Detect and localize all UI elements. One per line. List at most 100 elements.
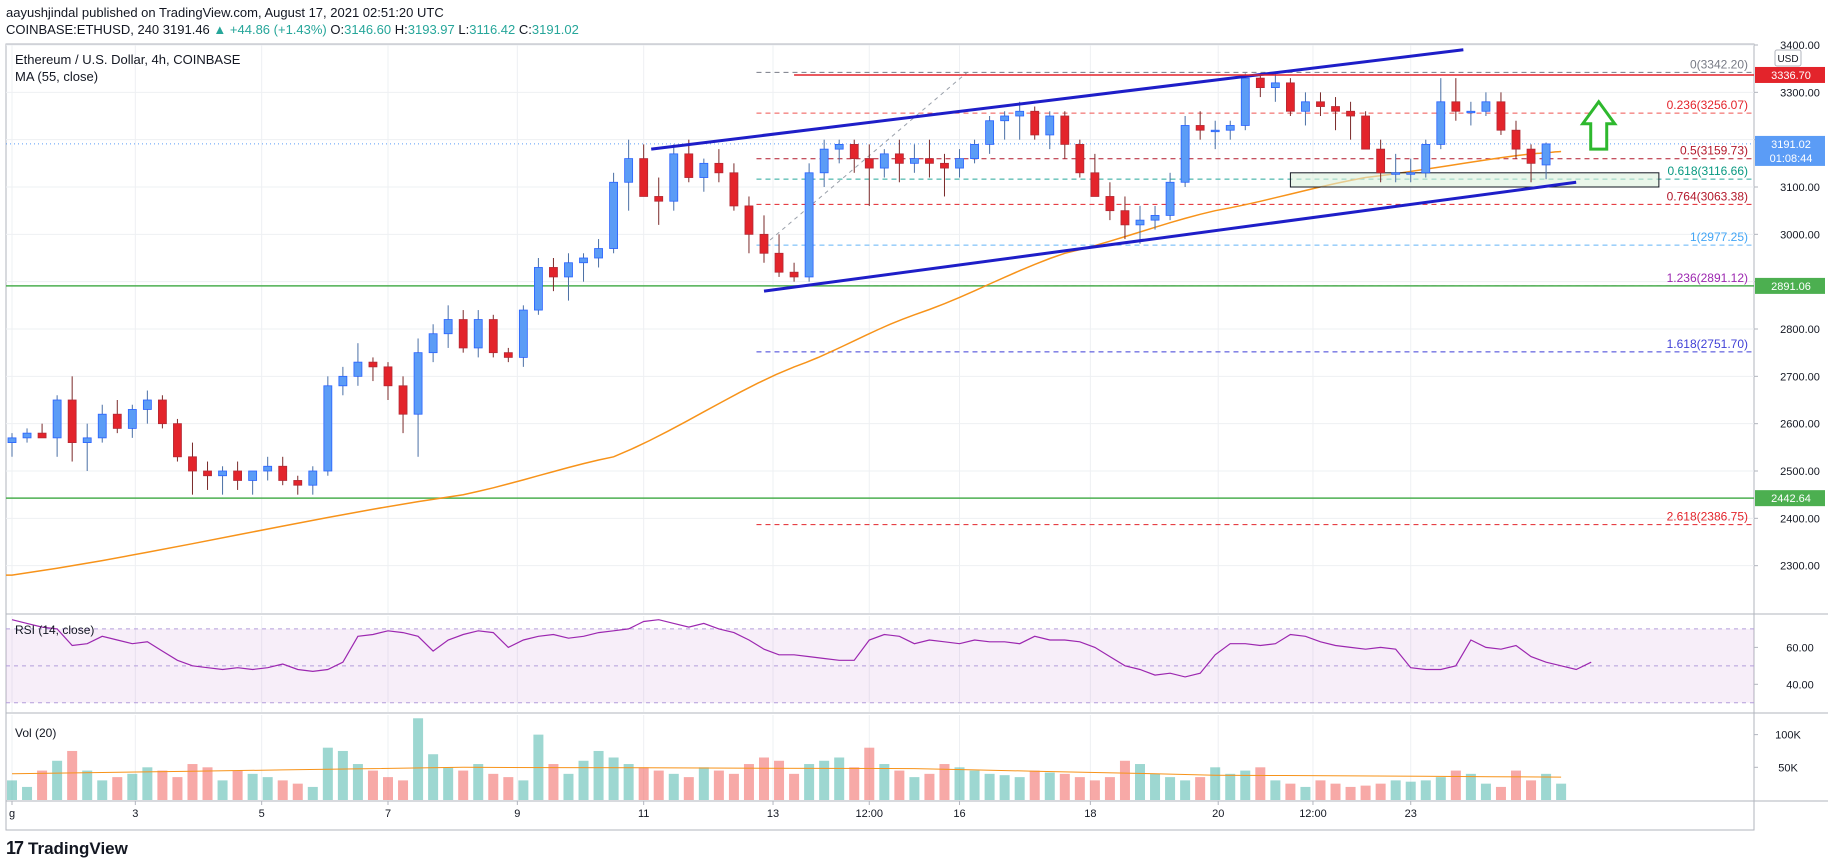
- candle-up: [308, 470, 318, 486]
- candle-down: [1376, 148, 1386, 174]
- fibonacci-level-label: 0.618(3116.66): [1667, 164, 1748, 178]
- candle-down: [233, 470, 243, 481]
- volume-bar: [1029, 770, 1040, 800]
- symbol-ohlc-row: COINBASE:ETHUSD, 240 3191.46 ▲ +44.86 (+…: [6, 21, 579, 38]
- volume-bar: [1315, 780, 1326, 800]
- candle-down: [789, 271, 799, 278]
- volume-bar: [894, 770, 905, 800]
- fibonacci-level-label: 0.764(3063.38): [1667, 189, 1748, 203]
- volume-bar: [593, 750, 604, 800]
- volume-ma-line: [11, 766, 1562, 778]
- volume-bar: [518, 780, 529, 800]
- volume-bar: [67, 750, 78, 800]
- volume-bar: [1044, 772, 1055, 800]
- volume-bar: [217, 780, 228, 800]
- volume-bar: [473, 764, 484, 800]
- candle-up: [1421, 143, 1431, 174]
- volume-bar: [1480, 783, 1491, 800]
- price-panel[interactable]: 2300.00 2400.00 2500.00 2600.00 2700.00 2800.…: [6, 40, 1828, 830]
- tradingview-mark-icon: 17: [6, 838, 24, 858]
- volume-bar: [939, 764, 950, 800]
- candle-up: [1000, 115, 1010, 122]
- candle-up: [1466, 110, 1476, 114]
- candle-up: [910, 158, 919, 164]
- price-tick-label: 2300.00: [1780, 561, 1820, 573]
- price-tick-label: 2500.00: [1780, 466, 1820, 478]
- volume-bar: [1225, 773, 1236, 800]
- candle-down: [368, 361, 378, 368]
- volume-bar: [127, 773, 138, 800]
- volume-bar: [563, 773, 574, 800]
- candle-down: [293, 480, 303, 486]
- volume-bar: [1330, 783, 1341, 800]
- candle-up: [1436, 101, 1446, 145]
- chart-title: Ethereum / U.S. Dollar, 4h, COINBASE: [15, 52, 241, 67]
- volume-bar: [1270, 780, 1281, 800]
- time-axis[interactable]: g 3 5 7 9 11 13 12:00 16 18 20 12:00 23: [6, 800, 1828, 820]
- candle-up: [218, 470, 227, 477]
- volume-bar: [623, 764, 634, 800]
- volume-bar: [984, 773, 995, 800]
- candle-up: [1406, 172, 1416, 175]
- candle-up: [1045, 115, 1055, 136]
- volume-bar: [277, 780, 288, 800]
- candle-down: [1195, 125, 1205, 131]
- candle-up: [1165, 181, 1175, 216]
- volume-bar: [413, 718, 424, 800]
- candle-down: [940, 162, 949, 169]
- candle-up: [338, 375, 348, 387]
- volume-bar: [969, 770, 980, 800]
- volume-bar: [879, 764, 890, 800]
- candle-down: [774, 252, 784, 273]
- price-marker-box: [1755, 135, 1825, 152]
- candle-up: [609, 181, 618, 249]
- volume-bar: [743, 764, 754, 800]
- volume-bar: [488, 773, 499, 800]
- volume-bar: [1390, 780, 1401, 800]
- time-tick-label: g: [9, 808, 15, 820]
- symbol-label: COINBASE:ETHUSD, 240: [6, 22, 160, 37]
- volume-bar: [1210, 767, 1221, 800]
- volume-bar: [262, 777, 273, 800]
- candle-down: [157, 399, 167, 425]
- tradingview-logo[interactable]: 17 TradingView: [6, 838, 128, 859]
- time-tick-label: 23: [1405, 808, 1417, 820]
- candle-down: [759, 233, 769, 254]
- volume-bar: [1450, 770, 1461, 800]
- high-label: H:: [394, 22, 408, 37]
- candle-down: [1511, 129, 1521, 150]
- rsi-panel[interactable]: 40.00 60.00: [6, 616, 1828, 714]
- candle-up: [1225, 125, 1235, 131]
- volume-bar: [428, 754, 439, 800]
- volume-bar: [1360, 785, 1371, 800]
- volume-bar: [999, 775, 1010, 800]
- open-value: 3146.60: [344, 22, 392, 37]
- volume-bar: [698, 767, 709, 800]
- candle-up: [1210, 129, 1220, 133]
- candle-down: [488, 319, 498, 354]
- volume-bar: [1240, 770, 1251, 800]
- volume-bar: [834, 757, 845, 800]
- volume-bar: [1104, 777, 1115, 800]
- candle-up: [804, 172, 814, 278]
- time-tick-label: 3: [132, 808, 138, 820]
- candle-down: [1331, 106, 1340, 112]
- candle-up: [413, 352, 423, 415]
- volume-bar: [322, 747, 333, 800]
- candle-up: [1391, 172, 1401, 175]
- volume-bar: [1541, 773, 1552, 800]
- candle-down: [278, 465, 288, 481]
- publisher-line: aayushjindal published on TradingView.co…: [6, 5, 444, 20]
- candle-down: [67, 399, 77, 443]
- candle-up: [248, 470, 258, 481]
- time-tick-label: 20: [1212, 808, 1224, 820]
- candle-down: [1316, 101, 1325, 107]
- volume-bar: [1150, 773, 1161, 800]
- candle-up: [353, 361, 363, 377]
- candle-down: [744, 205, 754, 235]
- candle-down: [1526, 148, 1536, 164]
- candle-up: [1150, 214, 1160, 221]
- low-label: L:: [458, 22, 470, 37]
- volume-panel[interactable]: 50K 100K: [7, 715, 1802, 800]
